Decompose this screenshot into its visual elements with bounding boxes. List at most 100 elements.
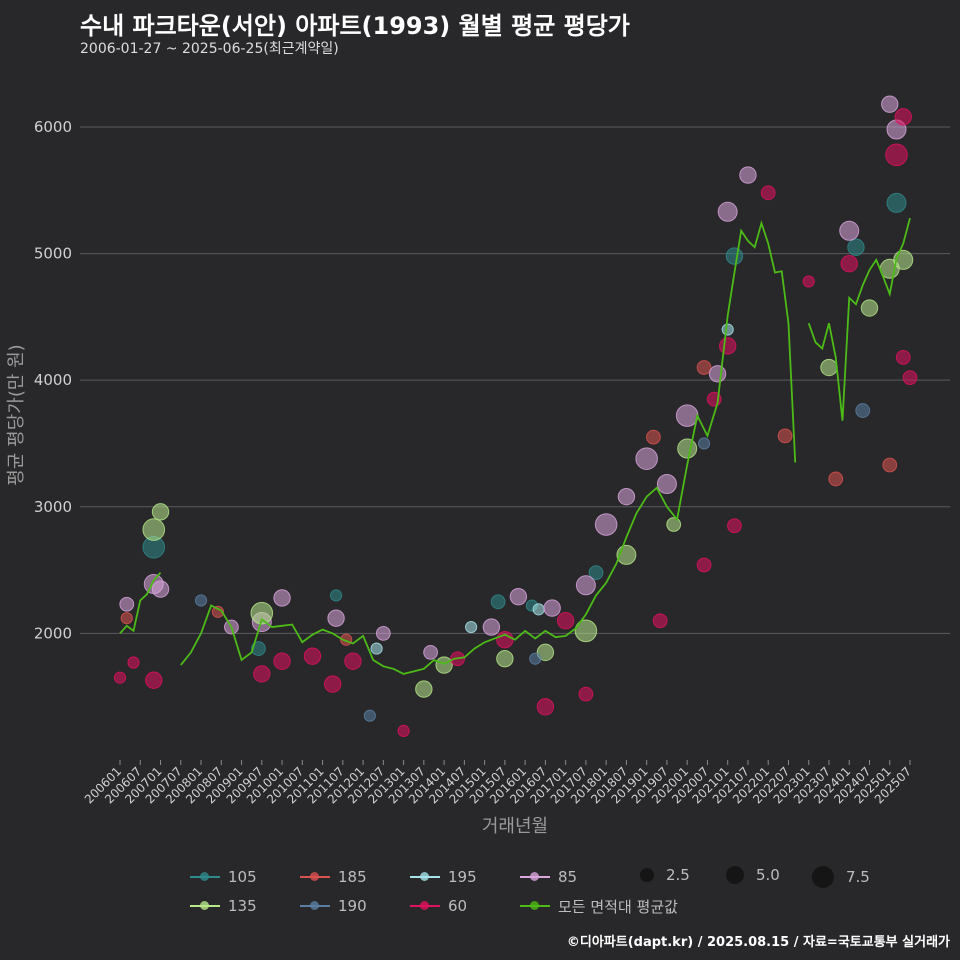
source-footer: ©디아파트(dapt.kr) / 2025.08.15 / 자료=국토교통부 실… — [566, 935, 950, 950]
scatter-point-105 — [886, 192, 907, 213]
size-legend-dot-icon — [812, 866, 834, 888]
legend-item: 모든 면적대 평균값 — [520, 895, 678, 917]
chart-title: 수내 파크타운(서안) 아파트(1993) 월별 평균 평당가 — [80, 12, 630, 40]
legend-key-icon — [520, 870, 550, 884]
legend-item: 135 — [190, 895, 257, 917]
scatter-point-105 — [490, 594, 506, 610]
scatter-point-60 — [840, 255, 858, 273]
scatter-point-195 — [465, 620, 478, 634]
scatter-point-135 — [250, 601, 274, 625]
legend-item: 85 — [520, 866, 577, 888]
scatter-point-85 — [839, 220, 860, 241]
scatter-point-60 — [273, 652, 291, 670]
scatter-point-185 — [120, 612, 133, 625]
average-price-line — [119, 572, 162, 634]
legend-item: 60 — [410, 895, 467, 917]
scatter-point-190 — [194, 594, 208, 607]
scatter-point-185 — [777, 428, 793, 444]
scatter-point-190 — [363, 709, 376, 722]
scatter-point-105 — [251, 641, 266, 656]
scatter-point-60 — [323, 675, 342, 693]
scatter-point-60 — [802, 275, 815, 288]
scatter-point-195 — [721, 323, 734, 336]
scatter-point-85 — [327, 609, 345, 627]
y-axis-title: 평균 평당가(만 원) — [6, 344, 27, 485]
legend-label: 190 — [338, 897, 367, 915]
y-tick-label: 4000 — [34, 371, 72, 389]
scatter-point-60 — [760, 185, 776, 201]
scatter-point-60 — [578, 686, 594, 702]
scatter-point-195 — [370, 642, 383, 655]
scatter-point-85 — [617, 487, 636, 506]
chart-subtitle: 2006-01-27 ~ 2025-06-25(최근계약일) — [80, 41, 339, 57]
legend-label: 60 — [448, 897, 468, 915]
legend-key-icon — [520, 899, 550, 913]
scatter-point-60 — [253, 665, 271, 683]
series-legend: 105 185 195 85 135 190 60 모든 면적대 평균값 — [190, 866, 678, 926]
average-price-line — [807, 217, 911, 421]
scatter-point-60 — [145, 671, 163, 689]
scatter-point-105 — [847, 238, 865, 256]
scatter-point-135 — [536, 643, 555, 662]
legend-key-icon — [300, 870, 330, 884]
size-legend-label: 7.5 — [846, 868, 870, 886]
scatter-point-85 — [423, 644, 438, 660]
scatter-point-60 — [536, 698, 555, 716]
legend-item: 185 — [300, 866, 367, 888]
scatter-point-60 — [397, 724, 410, 737]
scatter-point-135 — [415, 680, 433, 698]
scatter-point-105 — [725, 247, 744, 265]
size-legend: 2.5 5.0 7.5 — [640, 864, 880, 892]
x-axis-title: 거래년월 — [482, 816, 548, 837]
scatter-point-85 — [509, 587, 528, 606]
scatter-point-85 — [717, 201, 738, 222]
scatter-point-85 — [739, 166, 757, 184]
legend-label: 모든 면적대 평균값 — [558, 897, 678, 916]
scatter-point-135 — [666, 517, 682, 532]
y-tick-label: 5000 — [34, 245, 72, 263]
scatter-point-135 — [677, 438, 698, 459]
legend-key-icon — [190, 870, 220, 884]
scatter-point-135 — [496, 650, 514, 668]
size-legend-dot-icon — [640, 868, 654, 882]
scatter-point-85 — [151, 580, 170, 598]
scatter-point-185 — [696, 360, 712, 375]
scatter-point-135 — [435, 656, 453, 674]
scatter-point-185 — [882, 457, 898, 473]
scatter-point-190 — [529, 652, 542, 665]
scatter-point-85 — [482, 618, 501, 636]
scatter-point-85 — [881, 95, 899, 113]
scatter-point-135 — [860, 299, 879, 317]
legend-label: 105 — [228, 868, 257, 886]
size-legend-dot-icon — [726, 866, 744, 884]
scatter-point-60 — [556, 612, 575, 630]
scatter-point-85 — [119, 596, 135, 612]
legend-label: 85 — [558, 868, 578, 886]
scatter-point-85 — [543, 599, 561, 617]
legend-key-icon — [300, 899, 330, 913]
y-tick-label: 3000 — [34, 498, 72, 516]
scatter-point-185 — [646, 429, 661, 445]
scatter-point-85 — [675, 404, 699, 427]
legend-label: 185 — [338, 868, 367, 886]
scatter-point-195 — [532, 603, 545, 616]
scatter-point-85 — [375, 625, 391, 641]
legend-key-icon — [410, 899, 440, 913]
legend-item: 195 — [410, 866, 477, 888]
scatter-point-105 — [588, 565, 604, 581]
scatter-point-85 — [575, 575, 596, 596]
scatter-point-85 — [656, 474, 677, 494]
scatter-point-185 — [211, 605, 225, 618]
scatter-point-135 — [574, 619, 598, 643]
scatter-point-60 — [895, 349, 911, 365]
legend-key-icon — [410, 870, 440, 884]
scatter-point-60 — [727, 518, 742, 534]
scatter-point-60 — [696, 557, 712, 573]
legend-key-icon — [190, 899, 220, 913]
legend-item: 190 — [300, 895, 367, 917]
scatter-point-85 — [635, 447, 658, 470]
scatter-point-60 — [885, 143, 908, 167]
scatter-point-60 — [344, 652, 362, 670]
scatter-point-60 — [718, 337, 737, 355]
